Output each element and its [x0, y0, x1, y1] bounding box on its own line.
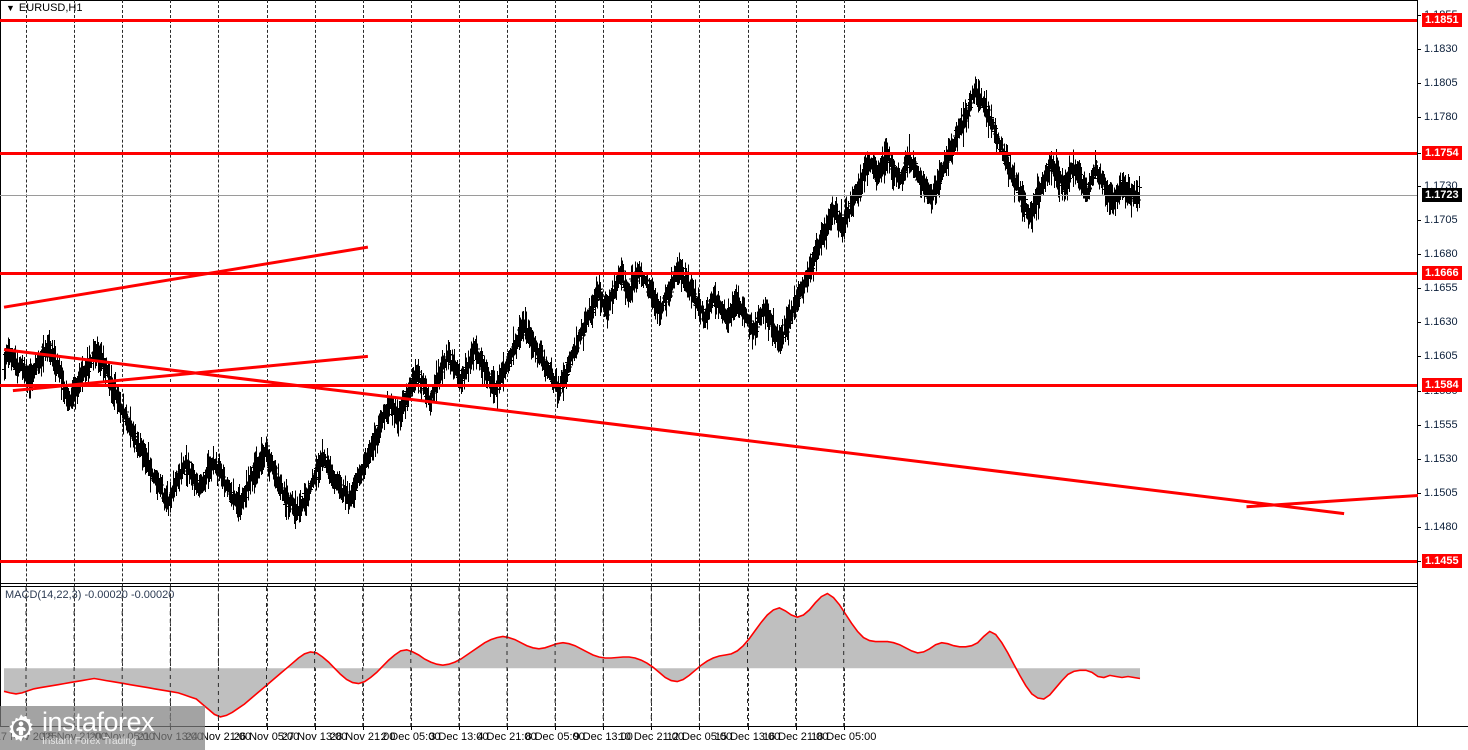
price-tick [1417, 83, 1421, 85]
price-tick [1417, 322, 1421, 324]
price-tick [1417, 48, 1421, 50]
price-tick [1417, 253, 1421, 255]
time-axis-label: 15 Dec 13:00 [714, 731, 781, 743]
price-tick [1417, 527, 1421, 529]
price-tick [1417, 458, 1421, 460]
horizontal-level-line[interactable] [0, 560, 1417, 564]
chart-left-border [0, 0, 1, 727]
current-price-label: 1.1723 [1422, 188, 1462, 203]
time-axis-label: 12 Dec 05:00 [666, 731, 733, 743]
time-axis-label: 26 Nov 05:00 [233, 731, 300, 743]
time-axis-label: 10 Dec 21:00 [618, 731, 685, 743]
gear-person-icon [6, 713, 36, 743]
time-tick [843, 726, 845, 730]
price-axis-label: 1.1805 [1424, 77, 1458, 90]
level-price-label: 1.1455 [1422, 554, 1462, 569]
price-tick [1417, 424, 1421, 426]
time-tick [266, 726, 268, 730]
price-tick [1417, 219, 1421, 221]
chart-top-border [0, 0, 1418, 1]
time-tick [603, 726, 605, 730]
price-tick [1417, 493, 1421, 495]
price-tick [1417, 117, 1421, 119]
vertical-gridline [170, 0, 172, 726]
price-axis-label: 1.1555 [1424, 418, 1458, 431]
price-tick [1417, 152, 1421, 154]
level-price-label: 1.1851 [1422, 13, 1462, 28]
vertical-gridline [410, 0, 412, 726]
time-tick [410, 726, 412, 730]
price-axis-label: 1.1530 [1424, 452, 1458, 465]
price-axis-label: 1.1605 [1424, 350, 1458, 363]
price-axis-label: 1.1480 [1424, 521, 1458, 534]
vertical-gridline [747, 0, 749, 726]
time-tick [747, 726, 749, 730]
vertical-gridline [218, 0, 220, 726]
price-axis-label: 1.1655 [1424, 282, 1458, 295]
price-axis-label: 1.1705 [1424, 213, 1458, 226]
vertical-gridline [314, 0, 316, 726]
chevron-down-icon[interactable]: ▼ [6, 2, 15, 13]
price-tick [1417, 390, 1421, 392]
pane-divider-top [0, 583, 1418, 584]
vertical-gridline [795, 0, 797, 726]
time-axis-label: 16 Dec 21:00 [762, 731, 829, 743]
time-tick [218, 726, 220, 730]
time-tick [362, 726, 364, 730]
vertical-gridline [266, 0, 268, 726]
price-axis-label: 1.1680 [1424, 247, 1458, 260]
vertical-gridline [74, 0, 76, 726]
symbol-name: EURUSD,H1 [18, 2, 83, 14]
time-axis-label: 9 Dec 13:00 [573, 731, 633, 743]
symbol-label[interactable]: ▼ EURUSD,H1 [6, 2, 83, 14]
price-axis-label: 1.1630 [1424, 316, 1458, 329]
vertical-gridline [603, 0, 605, 726]
time-axis-line [0, 726, 1468, 727]
trend-lines [3, 245, 1418, 516]
horizontal-level-line[interactable] [0, 272, 1417, 276]
price-axis-label: 1.1505 [1424, 487, 1458, 500]
time-tick [699, 726, 701, 730]
horizontal-level-line[interactable] [0, 384, 1417, 388]
macd-indicator-label[interactable]: MACD(14,22,3) -0.00020 -0.00020 [5, 589, 175, 601]
price-tick [1417, 288, 1421, 290]
price-tick [1417, 185, 1421, 187]
price-scale-divider [1417, 0, 1418, 727]
current-price-line [0, 195, 1417, 197]
time-tick [314, 726, 316, 730]
price-tick [1417, 356, 1421, 358]
vertical-gridline [843, 0, 845, 726]
vertical-gridline [651, 0, 653, 726]
vertical-gridline [699, 0, 701, 726]
price-axis-label: 1.1830 [1424, 42, 1458, 55]
time-axis-label: 18 Dec 05:00 [810, 731, 877, 743]
price-tick [1417, 14, 1421, 16]
time-tick [651, 726, 653, 730]
level-price-label: 1.1584 [1422, 378, 1462, 393]
level-price-label: 1.1754 [1422, 145, 1462, 160]
time-axis-label: 4 Dec 21:00 [477, 731, 537, 743]
horizontal-level-line[interactable] [0, 19, 1417, 23]
time-axis-label: 3 Dec 13:00 [429, 731, 489, 743]
time-axis-label: 2 Dec 05:00 [381, 731, 441, 743]
price-axis-label: 1.1780 [1424, 111, 1458, 124]
time-tick [507, 726, 508, 730]
time-axis-label: 27 Nov 13:00 [281, 731, 348, 743]
vertical-gridline [362, 0, 364, 726]
watermark-tagline: Instant Forex Trading [42, 736, 137, 747]
macd-plot [3, 587, 1141, 726]
time-tick [795, 726, 797, 730]
level-price-label: 1.1666 [1422, 266, 1462, 281]
vertical-gridline [555, 0, 557, 726]
price-tick [1417, 561, 1421, 563]
pane-divider-bottom [0, 586, 1418, 587]
instaforex-watermark: instaforex Instant Forex Trading [0, 706, 205, 750]
time-tick [555, 726, 557, 730]
time-tick [458, 726, 460, 730]
time-axis-label: 28 Nov 21:00 [329, 731, 396, 743]
time-axis-label: 8 Dec 05:00 [525, 731, 585, 743]
horizontal-level-line[interactable] [0, 151, 1417, 155]
watermark-brand: instaforex [42, 707, 155, 737]
